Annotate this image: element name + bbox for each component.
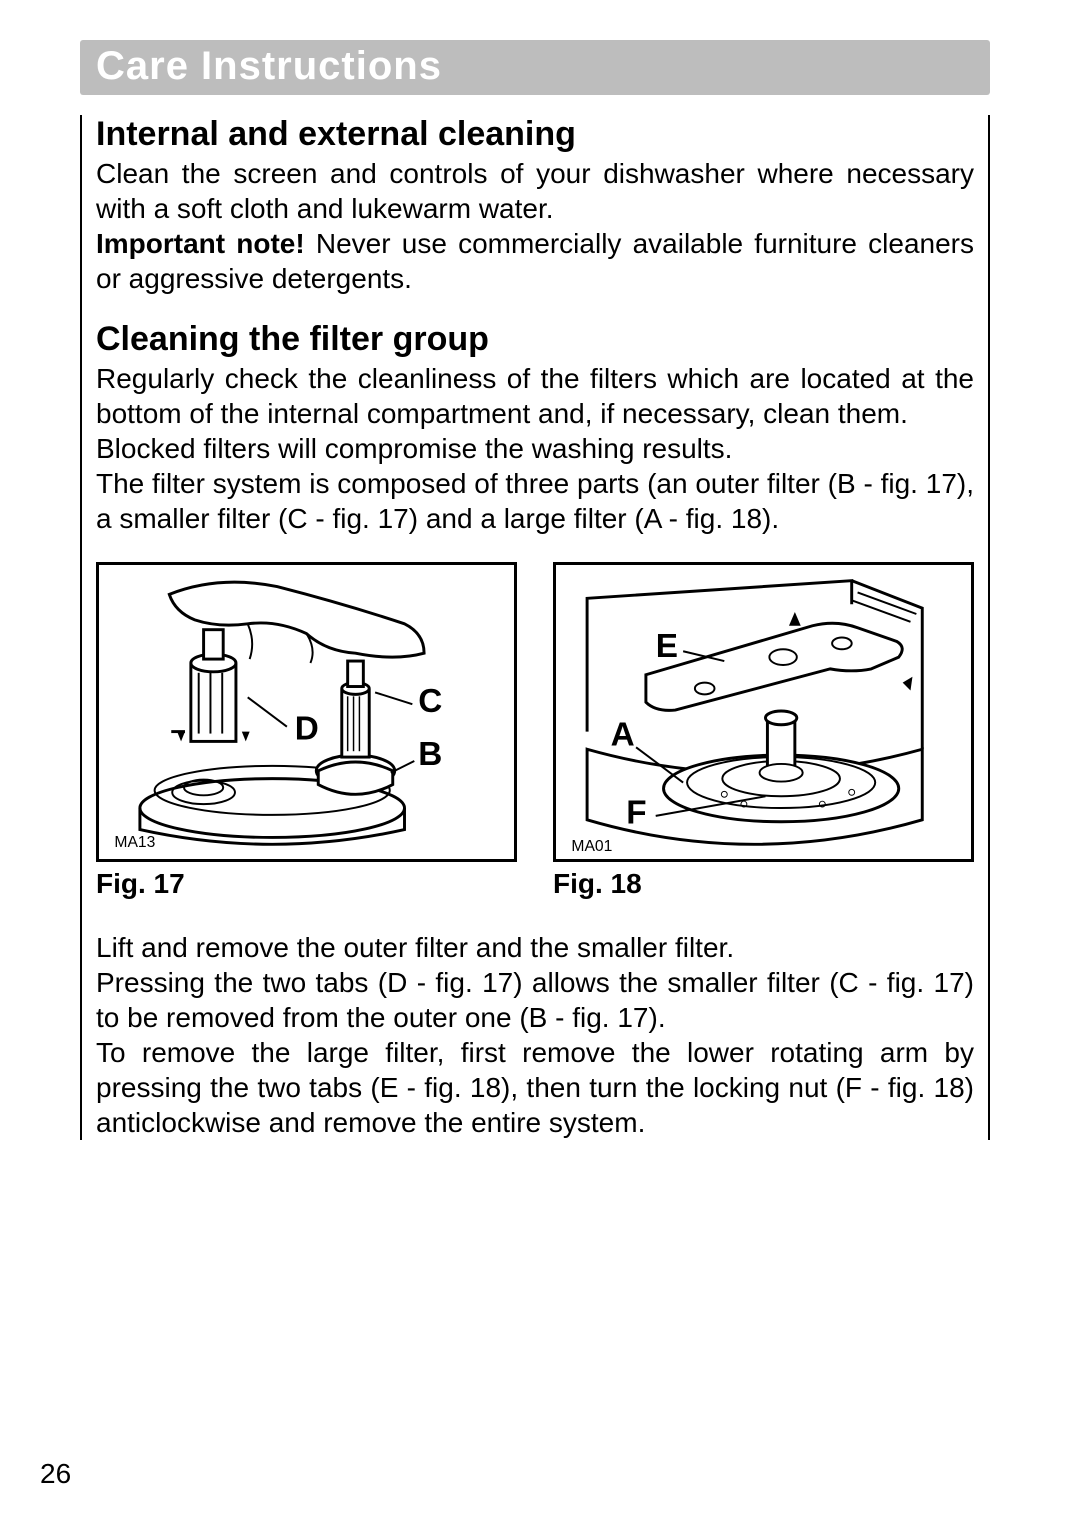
page-number: 26 (40, 1458, 71, 1490)
heading-filter-group: Cleaning the filter group (96, 320, 974, 359)
paragraph-2: Important note! Never use commercially a… (96, 226, 974, 296)
fig18-code: MA01 (571, 838, 612, 855)
document-page: Care Instructions Internal and external … (0, 0, 1080, 1526)
important-note-label: Important note! (96, 228, 305, 259)
figure-18-caption: Fig. 18 (553, 868, 974, 900)
figure-17-frame: D C B (96, 562, 517, 862)
paragraph-3: Regularly check the cleanliness of the f… (96, 361, 974, 431)
figure-18-illustration: E A F MA01 (556, 565, 971, 859)
fig17-label-C: C (418, 683, 442, 720)
figure-17-illustration: D C B (99, 565, 514, 859)
paragraph-8: To remove the large filter, first remove… (96, 1035, 974, 1140)
fig18-label-F: F (626, 795, 646, 832)
paragraph-6: Lift and remove the outer filter and the… (96, 930, 974, 965)
fig17-label-D: D (295, 710, 319, 747)
paragraph-5: The filter system is composed of three p… (96, 466, 974, 536)
figure-17-caption: Fig. 17 (96, 868, 517, 900)
figure-18-frame: E A F MA01 (553, 562, 974, 862)
section-header-bar: Care Instructions (80, 40, 990, 95)
paragraph-1: Clean the screen and controls of your di… (96, 156, 974, 226)
fig18-label-A: A (611, 716, 635, 753)
paragraph-4: Blocked filters will compromise the wash… (96, 431, 974, 466)
content-frame: Internal and external cleaning Clean the… (80, 115, 990, 1140)
section-header-title: Care Instructions (96, 44, 442, 88)
paragraph-7: Pressing the two tabs (D - fig. 17) allo… (96, 965, 974, 1035)
fig18-label-E: E (656, 628, 678, 665)
fig17-code: MA13 (114, 834, 155, 851)
figure-17-block: D C B (96, 562, 517, 900)
heading-internal-external: Internal and external cleaning (96, 115, 974, 154)
fig17-label-B: B (418, 736, 442, 773)
figures-row: D C B (96, 562, 974, 900)
figure-18-block: E A F MA01 (553, 562, 974, 900)
